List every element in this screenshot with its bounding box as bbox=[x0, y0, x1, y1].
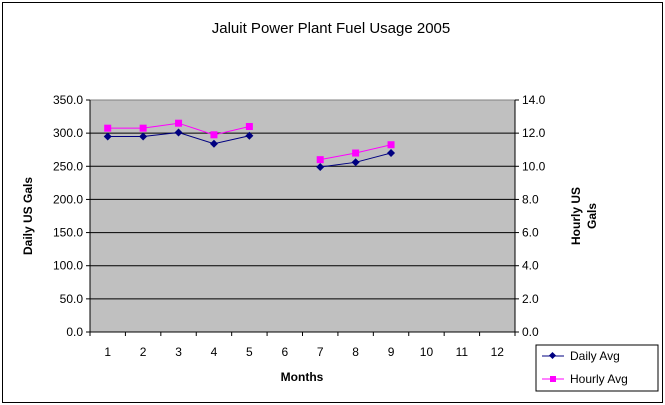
data-point-daily-avg bbox=[316, 162, 325, 171]
x-tick-label: 5 bbox=[246, 345, 253, 359]
data-point-hourly-avg bbox=[139, 124, 147, 132]
y2-tick-label: 2.0 bbox=[522, 292, 539, 306]
gridlines bbox=[90, 132, 515, 300]
legend-label-hourly: Hourly Avg bbox=[570, 372, 628, 386]
data-point-daily-avg bbox=[245, 131, 254, 140]
y-tick-label: 300.0 bbox=[53, 126, 83, 140]
legend-marker-hourly bbox=[550, 376, 556, 382]
data-point-hourly-avg bbox=[175, 119, 183, 127]
data-point-hourly-avg bbox=[316, 156, 324, 164]
y-tick-label: 50.0 bbox=[60, 292, 84, 306]
x-tick-label: 6 bbox=[281, 345, 288, 359]
y2-tick-label: 12.0 bbox=[522, 126, 546, 140]
data-point-hourly-avg bbox=[210, 131, 218, 139]
y-tick-label: 150.0 bbox=[53, 226, 83, 240]
y2-tick-label: 10.0 bbox=[522, 159, 546, 173]
y2-axis-label-line-2: Gals bbox=[585, 203, 599, 229]
legend-box bbox=[535, 344, 659, 392]
x-tick-label: 4 bbox=[211, 345, 218, 359]
legend-label-daily: Daily Avg bbox=[570, 349, 620, 363]
data-point-hourly-avg bbox=[387, 141, 395, 149]
y-axis-label: Daily US Gals bbox=[21, 177, 35, 255]
x-axis-label: Months bbox=[281, 370, 324, 384]
y2-tick-label: 8.0 bbox=[522, 192, 539, 206]
x-tick-label: 1 bbox=[104, 345, 111, 359]
data-point-hourly-avg bbox=[104, 124, 112, 132]
x-tick-label: 12 bbox=[491, 345, 505, 359]
x-tick-label: 2 bbox=[140, 345, 147, 359]
x-tick-label: 11 bbox=[456, 345, 469, 359]
data-point-daily-avg bbox=[103, 132, 112, 141]
chart-title: Jaluit Power Plant Fuel Usage 2005 bbox=[212, 20, 450, 37]
legend: Daily Avg Hourly Avg bbox=[535, 344, 659, 392]
legend-marker-daily bbox=[548, 351, 557, 360]
plot-area bbox=[89, 99, 516, 333]
data-point-daily-avg bbox=[174, 128, 183, 137]
y2-tick-label: 6.0 bbox=[522, 226, 539, 240]
axis-ticks: 0.0 50.0 100.0 150.0 200.0 250.0 300.0 350.0 0.0… bbox=[53, 93, 546, 359]
y-tick-label: 0.0 bbox=[66, 325, 83, 339]
data-point-daily-avg bbox=[351, 158, 360, 167]
data-point-hourly-avg bbox=[245, 123, 253, 131]
y2-tick-label: 0.0 bbox=[522, 325, 539, 339]
y2-axis-label-line-1: Hourly US bbox=[569, 187, 583, 245]
y-tick-label: 100.0 bbox=[53, 259, 83, 273]
x-tick-label: 3 bbox=[175, 345, 182, 359]
series-layer bbox=[103, 119, 396, 171]
x-tick-label: 7 bbox=[317, 345, 324, 359]
y-tick-label: 200.0 bbox=[53, 192, 83, 206]
x-tick-label: 8 bbox=[352, 345, 359, 359]
data-point-hourly-avg bbox=[352, 149, 360, 157]
data-point-daily-avg bbox=[139, 132, 148, 141]
y2-tick-label: 14.0 bbox=[522, 93, 546, 107]
y2-tick-label: 4.0 bbox=[522, 259, 539, 273]
data-point-daily-avg bbox=[387, 149, 396, 158]
data-point-daily-avg bbox=[209, 139, 218, 148]
y-tick-label: 350.0 bbox=[53, 93, 83, 107]
x-tick-label: 9 bbox=[388, 345, 395, 359]
x-tick-label: 10 bbox=[420, 345, 434, 359]
y-tick-label: 250.0 bbox=[53, 159, 83, 173]
